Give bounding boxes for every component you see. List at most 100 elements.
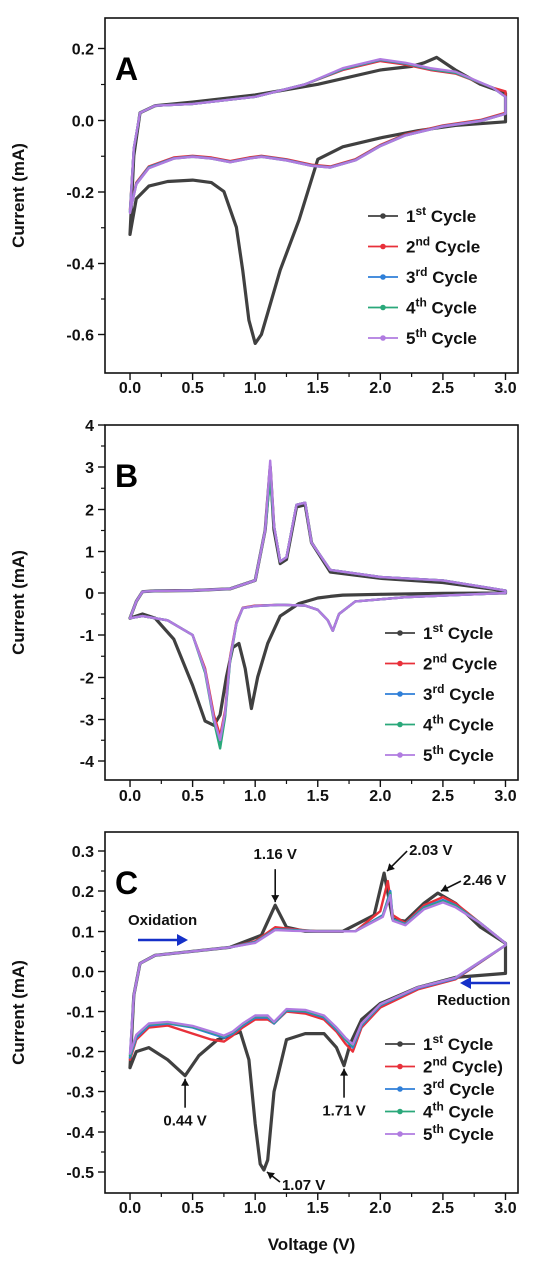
y-tick-label: -0.2 <box>66 185 94 202</box>
x-tick-label: 0.5 <box>181 380 203 397</box>
legend-marker <box>397 1131 403 1137</box>
y-tick-label: 4 <box>85 418 94 435</box>
annotation-label: 2.03 V <box>409 842 452 859</box>
panel-letter: C <box>115 865 138 901</box>
legend-marker <box>397 1086 403 1092</box>
legend-marker <box>397 1063 403 1070</box>
x-tick-label: 2.0 <box>369 1200 391 1217</box>
x-tick-label: 0.0 <box>119 1200 141 1217</box>
series-line-1 <box>128 55 508 345</box>
y-axis-label: Current (mA) <box>9 960 28 1065</box>
y-tick-label: 2 <box>85 503 94 520</box>
annotation-arrowhead <box>340 1068 349 1076</box>
annotation-arrowhead <box>266 1171 275 1180</box>
y-axis-label: Current (mA) <box>9 143 28 248</box>
y-tick-label: -0.5 <box>66 1165 94 1182</box>
x-tick-label: 2.5 <box>432 788 454 805</box>
legend-marker <box>397 1108 403 1115</box>
legend-marker <box>397 691 403 697</box>
annotations: 1.16 V 2.03 V 2.46 V 0.44 V 1.07 V 1.71 V Oxid… <box>128 842 510 1194</box>
series-group <box>128 55 508 345</box>
legend-entry-4: 4th Cycle <box>423 1100 494 1122</box>
x-tick-label: 3.0 <box>494 380 516 397</box>
panel-letter: B <box>115 458 138 494</box>
x-tick-label: 2.0 <box>369 788 391 805</box>
series-line-4 <box>128 58 507 214</box>
annotation-label: 1.16 V <box>254 846 297 863</box>
legend-marker <box>397 721 403 728</box>
legend-entry-1: 1st Cycle <box>406 204 476 226</box>
y-tick-label: 3 <box>85 460 94 477</box>
annotation-arrowhead <box>440 884 449 892</box>
x-tick-label: 1.0 <box>244 1200 266 1217</box>
legend-entry-1: 1st Cycle <box>423 621 493 643</box>
x-tick-label: 2.5 <box>432 1200 454 1217</box>
legend: 1st Cycle 2nd Cycle 3rd Cycle 4th Cycle 5th … <box>385 621 497 765</box>
legend-entry-5: 5th Cycle <box>423 743 494 765</box>
x-axis-label: Voltage (V) <box>268 1235 356 1254</box>
x-tick-label: 0.5 <box>181 1200 203 1217</box>
y-tick-label: -0.4 <box>66 1125 94 1142</box>
series-group <box>128 871 508 1172</box>
y-tick-label: -2 <box>80 671 94 688</box>
legend-entry-2: 2nd Cycle) <box>423 1055 503 1077</box>
y-tick-label: 1 <box>85 545 94 562</box>
x-tick-label: 1.5 <box>307 380 329 397</box>
legend-entry-3: 3rd Cycle <box>423 1077 495 1099</box>
y-tick-label: -0.6 <box>66 328 94 345</box>
x-tick-label: 1.0 <box>244 380 266 397</box>
legend-entry-2: 2nd Cycle <box>423 652 497 674</box>
legend-marker <box>380 335 386 341</box>
legend-marker <box>397 660 403 667</box>
legend-entry-2: 2nd Cycle <box>406 235 480 257</box>
legend-marker <box>380 243 386 250</box>
legend-entry-4: 4th Cycle <box>406 296 477 318</box>
x-tick-label: 2.0 <box>369 380 391 397</box>
annotation-label: 1.71 V <box>322 1103 365 1120</box>
series-line-5 <box>128 893 507 1055</box>
plot-frame <box>104 424 519 781</box>
legend-entry-3: 3rd Cycle <box>406 265 478 287</box>
y-tick-label: -0.2 <box>66 1045 94 1062</box>
x-tick-label: 3.0 <box>494 788 516 805</box>
legend-marker <box>380 274 386 280</box>
y-tick-label: 0.0 <box>72 114 94 131</box>
legend-entry-3: 3rd Cycle <box>423 682 495 704</box>
y-tick-label: 0.2 <box>72 42 94 59</box>
series-group <box>128 459 508 750</box>
x-tick-label: 0.0 <box>119 380 141 397</box>
oxidation-label: Oxidation <box>128 912 197 929</box>
series-line-5 <box>128 58 507 215</box>
y-tick-label: -0.3 <box>66 1085 94 1102</box>
legend-marker <box>397 752 403 758</box>
y-tick-label: 0.2 <box>72 884 94 901</box>
y-tick-label: -3 <box>80 713 94 730</box>
y-tick-label: -4 <box>80 754 94 771</box>
legend-entry-1: 1st Cycle <box>423 1032 493 1054</box>
oxidation-arrowhead <box>177 934 188 946</box>
legend-marker <box>397 630 403 636</box>
plot-frame <box>104 831 519 1194</box>
y-tick-label: 0.3 <box>72 844 94 861</box>
panel-letter: A <box>115 51 138 87</box>
y-tick-label: -1 <box>80 628 94 645</box>
y-tick-label: 0.0 <box>72 965 94 982</box>
x-tick-label: 3.0 <box>494 1200 516 1217</box>
x-tick-label: 1.5 <box>307 788 329 805</box>
annotation-arrowhead <box>387 863 395 872</box>
annotation-label: 2.46 V <box>463 872 506 889</box>
annotation-label: 0.44 V <box>163 1113 206 1130</box>
legend-entry-5: 5th Cycle <box>406 326 477 348</box>
legend-marker <box>380 213 386 219</box>
annotation-label: 1.07 V <box>282 1177 325 1194</box>
y-tick-label: 0 <box>85 586 94 603</box>
y-axis-label: Current (mA) <box>9 550 28 655</box>
legend-entry-5: 5th Cycle <box>423 1122 494 1144</box>
x-tick-label: 1.5 <box>307 1200 329 1217</box>
annotation-arrowhead <box>181 1078 190 1086</box>
series-line-4 <box>128 476 507 750</box>
y-tick-label: -0.1 <box>66 1005 94 1022</box>
annotation-arrowhead <box>271 895 280 903</box>
